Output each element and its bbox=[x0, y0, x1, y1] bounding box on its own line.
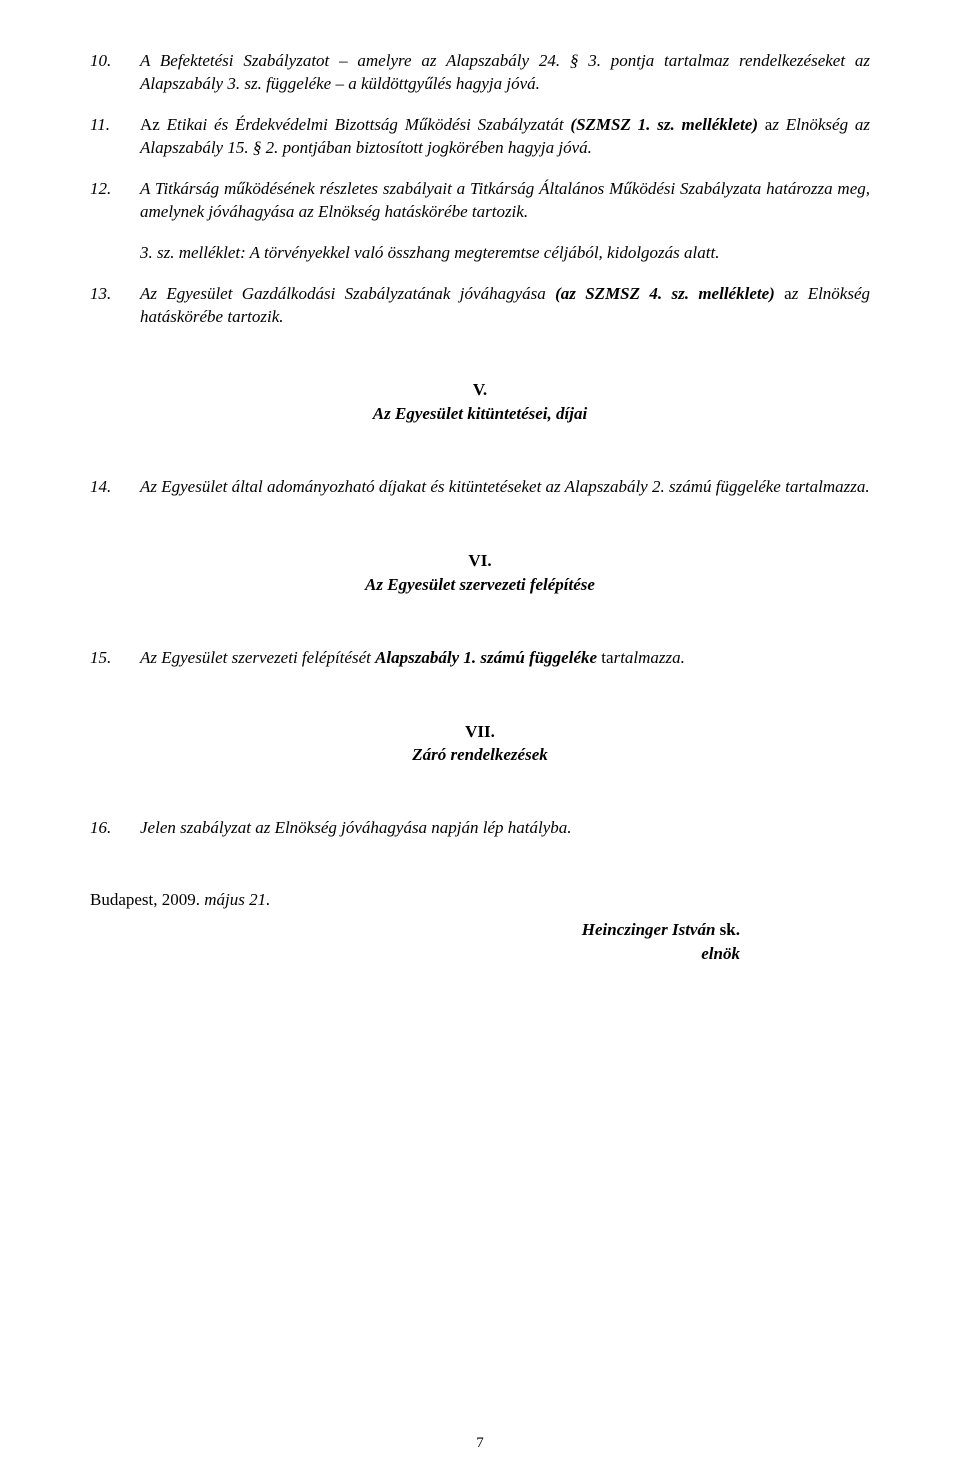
place-date: Budapest, 2009. május 21. bbox=[90, 890, 870, 910]
signature-name: Heinczinger István bbox=[582, 920, 716, 939]
paragraph-body: A Befektetési Szabályzatot – amelyre az … bbox=[140, 50, 870, 96]
paragraph-body: Az Egyesület Gazdálkodási Szabályzatának… bbox=[140, 283, 870, 329]
paragraph-number: 16. bbox=[90, 817, 140, 840]
paragraph-13: 13. Az Egyesület Gazdálkodási Szabályzat… bbox=[90, 283, 870, 329]
paragraph-number: 10. bbox=[90, 50, 140, 96]
section-heading-v: V. Az Egyesület kitüntetései, díjai bbox=[90, 378, 870, 426]
page-number: 7 bbox=[0, 1435, 960, 1452]
paragraph-15: 15. Az Egyesület szervezeti felépítését … bbox=[90, 647, 870, 670]
paragraph-16: 16. Jelen szabályzat az Elnökség jóváhag… bbox=[90, 817, 870, 840]
paragraph-14: 14. Az Egyesület által adományozható díj… bbox=[90, 476, 870, 499]
section-title: Az Egyesület szervezeti felépítése bbox=[90, 573, 870, 597]
signature-block: Heinczinger István sk. elnök bbox=[90, 918, 870, 966]
signature-role: elnök bbox=[90, 942, 740, 966]
signature-line: Heinczinger István sk. bbox=[90, 918, 740, 942]
section-title: Az Egyesület kitüntetései, díjai bbox=[90, 402, 870, 426]
paragraph-10: 10. A Befektetési Szabályzatot – amelyre… bbox=[90, 50, 870, 96]
paragraph-number: 12. bbox=[90, 178, 140, 224]
place-date-prefix: Budapest, 2009. bbox=[90, 890, 204, 909]
section-number: V. bbox=[90, 378, 870, 402]
section-heading-vi: VI. Az Egyesület szervezeti felépítése bbox=[90, 549, 870, 597]
paragraph-body: Jelen szabályzat az Elnökség jóváhagyása… bbox=[140, 817, 870, 840]
paragraph-body: A Titkárság működésének részletes szabál… bbox=[140, 178, 870, 224]
paragraph-11: 11. Az Etikai és Érdekvédelmi Bizottság … bbox=[90, 114, 870, 160]
closing-block: Budapest, 2009. május 21. bbox=[90, 890, 870, 910]
paragraph-12: 12. A Titkárság működésének részletes sz… bbox=[90, 178, 870, 224]
paragraph-12-sub: 3. sz. melléklet: A törvényekkel való ös… bbox=[90, 242, 870, 265]
section-heading-vii: VII. Záró rendelkezések bbox=[90, 720, 870, 768]
paragraph-number: 14. bbox=[90, 476, 140, 499]
section-number: VI. bbox=[90, 549, 870, 573]
paragraph-body: Az Egyesület által adományozható díjakat… bbox=[140, 476, 870, 499]
paragraph-body: Az Egyesület szervezeti felépítését Alap… bbox=[140, 647, 870, 670]
section-title: Záró rendelkezések bbox=[90, 743, 870, 767]
paragraph-number: 13. bbox=[90, 283, 140, 329]
paragraph-number: 11. bbox=[90, 114, 140, 160]
paragraph-body: 3. sz. melléklet: A törvényekkel való ös… bbox=[140, 242, 870, 265]
signature-sk: sk. bbox=[715, 920, 740, 939]
paragraph-number: 15. bbox=[90, 647, 140, 670]
section-number: VII. bbox=[90, 720, 870, 744]
paragraph-body: Az Etikai és Érdekvédelmi Bizottság Műkö… bbox=[140, 114, 870, 160]
place-date-italic: május 21. bbox=[204, 890, 270, 909]
